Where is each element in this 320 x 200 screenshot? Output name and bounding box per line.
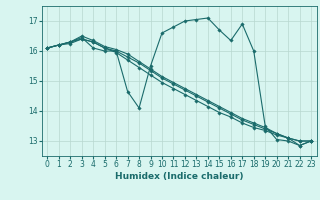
X-axis label: Humidex (Indice chaleur): Humidex (Indice chaleur)	[115, 172, 244, 181]
